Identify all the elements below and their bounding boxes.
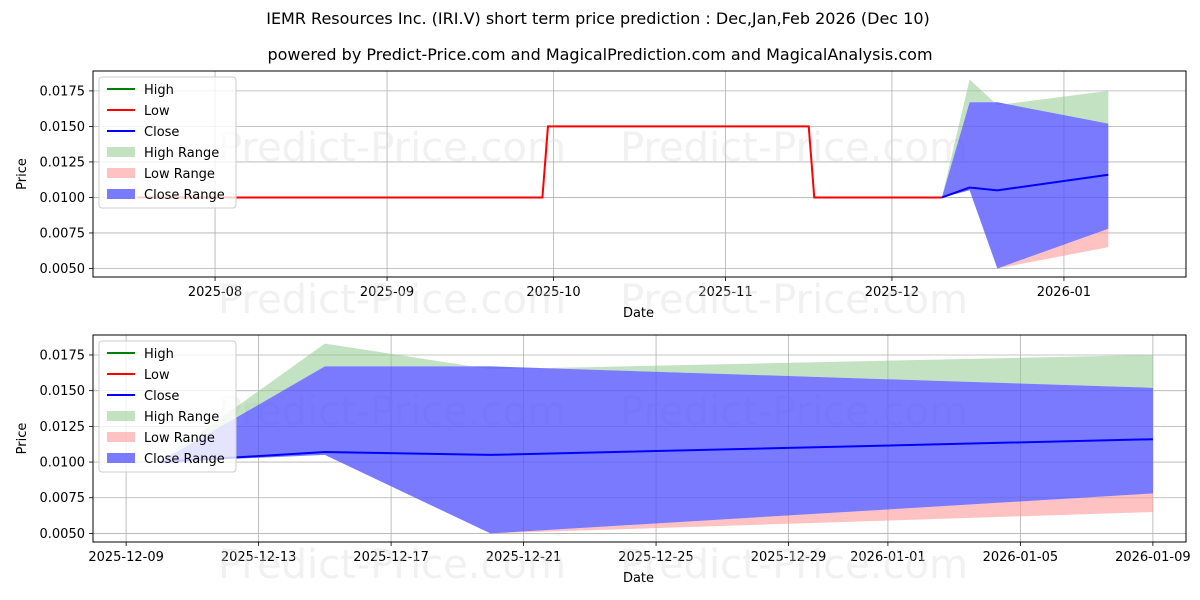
high-range-area	[941, 79, 1109, 198]
legend-item-high-range: High Range	[107, 146, 219, 161]
x-tick-label: 2025-12-29	[751, 550, 827, 565]
x-tick-label: 2025-12	[865, 285, 919, 300]
legend-label: Close	[144, 125, 179, 140]
price-chart-overview: Predict-Price.com Predict-Price.com 0.0050…	[15, 70, 1187, 323]
x-axis-label: Date	[623, 571, 654, 586]
legend-label: High	[144, 347, 174, 362]
x-tick-label: 2025-12-21	[486, 550, 562, 565]
high-range-patch-swatch	[107, 411, 135, 421]
legend-item-close: Close	[107, 125, 179, 140]
x-tick-label: 2026-01-05	[983, 550, 1059, 565]
legend-label: Close Range	[144, 452, 225, 467]
chart-subtitle: powered by Predict-Price.com and Magical…	[267, 45, 933, 64]
high-range-patch-swatch	[107, 147, 135, 157]
close-price-line	[941, 173, 1109, 199]
watermark: Predict-Price.com	[620, 125, 968, 171]
legend-item-low-range: Low Range	[107, 431, 215, 446]
watermark: Predict-Price.com	[620, 542, 968, 588]
x-tick-label: 2026-01-09	[1115, 550, 1191, 565]
x-tick-label: 2025-12-17	[353, 550, 429, 565]
legend-label: Low	[144, 368, 170, 383]
plot-frame	[92, 70, 1187, 278]
close-range-patch-swatch	[107, 453, 135, 463]
y-tick-label: 0.0150	[40, 384, 86, 399]
low-range-area	[941, 190, 1109, 269]
close-range-patch-swatch	[107, 189, 135, 199]
chart-title: IEMR Resources Inc. (IRI.V) short term p…	[266, 9, 930, 28]
close-range-area	[941, 102, 1109, 269]
x-tick-label: 2025-08	[188, 285, 242, 300]
y-axis-label: Price	[15, 423, 30, 455]
legend-label: Low Range	[144, 167, 215, 182]
y-tick-label: 0.0050	[40, 262, 86, 277]
y-tick-label: 0.0100	[40, 456, 86, 471]
legend-item-close: Close	[107, 389, 179, 404]
low-price-line	[137, 125, 942, 199]
series	[137, 79, 1109, 269]
price-chart-forecast-zoom: Predict-Price.comPredict-Price.com0.0050…	[15, 334, 1191, 588]
y-tick-label: 0.0125	[40, 155, 86, 170]
legend: High Low Close High Range Low Range Close Ran…	[98, 76, 237, 209]
legend-label: Close Range	[144, 188, 225, 203]
legend-label: Low Range	[144, 431, 215, 446]
legend-label: High	[144, 83, 174, 98]
watermark: Predict-Price.com	[620, 277, 968, 323]
legend-label: High Range	[144, 410, 219, 425]
y-tick-label: 0.0075	[40, 491, 86, 506]
y-tick-label: 0.0125	[40, 420, 86, 435]
y-tick-label: 0.0175	[40, 348, 86, 363]
x-tick-label: 2025-12-25	[618, 550, 694, 565]
low-range-area	[159, 454, 1153, 534]
legend-label: Low	[144, 104, 170, 119]
x-tick-label: 2025-12-13	[221, 550, 297, 565]
legend-item-low: Low	[107, 368, 170, 383]
x-tick-label: 2026-01-01	[850, 550, 926, 565]
legend-item-high: High	[107, 83, 174, 98]
legend: High Low Close High Range Low Range Close Ran…	[98, 340, 237, 473]
legend-item-close-range: Close Range	[107, 452, 225, 467]
y-tick-label: 0.0150	[40, 120, 86, 135]
plot-frame	[92, 334, 1187, 543]
watermark: Predict-Price.com	[218, 125, 566, 171]
y-axis-label: Price	[15, 158, 30, 190]
x-tick-label: 2025-12-09	[88, 550, 164, 565]
legend-item-high-range: High Range	[107, 410, 219, 425]
x-tick-label: 2025-09	[360, 285, 414, 300]
legend-item-high: High	[107, 347, 174, 362]
plot-area: Predict-Price.com Predict-Price.com	[93, 71, 1186, 277]
legend-item-close-range: Close Range	[107, 188, 225, 203]
series	[159, 343, 1153, 534]
x-tick-label: 2026-01	[1037, 285, 1091, 300]
low-range-patch-swatch	[107, 432, 135, 442]
legend-item-low-range: Low Range	[107, 167, 215, 182]
x-tick-label: 2025-11	[698, 285, 752, 300]
close-price-line	[159, 438, 1153, 464]
low-range-patch-swatch	[107, 168, 135, 178]
y-tick-label: 0.0175	[40, 84, 86, 99]
x-tick-label: 2025-10	[526, 285, 580, 300]
y-tick-label: 0.0100	[40, 191, 86, 206]
x-axis-label: Date	[623, 306, 654, 321]
watermark: Predict-Price.com	[218, 542, 566, 588]
y-tick-label: 0.0075	[40, 226, 86, 241]
legend-item-low: Low	[107, 104, 170, 119]
high-range-area	[159, 343, 1153, 463]
y-tick-label: 0.0050	[40, 527, 86, 542]
legend-label: Close	[144, 389, 179, 404]
close-range-area	[159, 366, 1153, 534]
legend-label: High Range	[144, 146, 219, 161]
watermark: Predict-Price.com	[218, 277, 566, 323]
